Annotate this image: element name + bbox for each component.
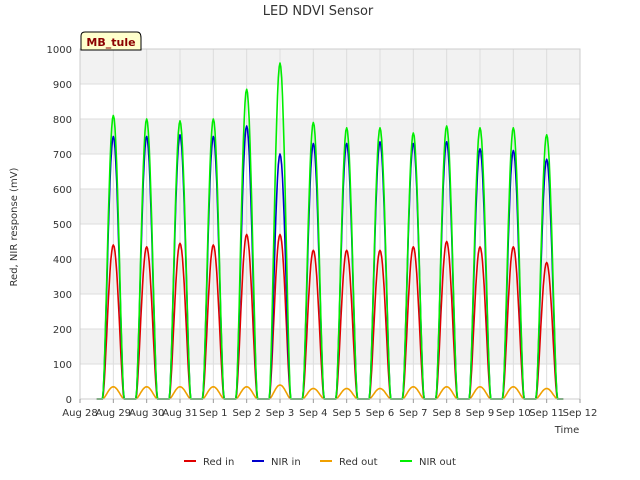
y-tick-label: 900 <box>53 80 72 91</box>
y-tick-label: 500 <box>53 220 72 231</box>
legend: Red in NIR in Red out NIR out <box>184 457 456 468</box>
y-tick-label: 700 <box>53 150 72 161</box>
x-tick-label: Sep 4 <box>299 408 327 419</box>
legend-label: NIR in <box>271 457 301 468</box>
background-band <box>80 119 580 154</box>
chart-title: LED NDVI Sensor <box>263 4 374 19</box>
background-band <box>80 259 580 294</box>
legend-label: NIR out <box>419 457 456 468</box>
x-tick-label: Aug 31 <box>162 408 197 419</box>
y-axis-ticks: 0 100 200 300 400 500 600 700 800 900 1000 <box>47 45 72 406</box>
legend-label: Red out <box>339 457 378 468</box>
x-tick-label: Aug 28 <box>62 408 97 419</box>
y-tick-label: 200 <box>53 325 72 336</box>
x-tick-label: Sep 12 <box>563 408 598 419</box>
site-badge-label: MB_tule <box>86 36 135 49</box>
x-tick-label: Aug 29 <box>96 408 131 419</box>
background-band <box>80 329 580 364</box>
x-tick-label: Sep 3 <box>266 408 294 419</box>
site-badge-box <box>80 31 142 51</box>
x-axis-label: Time <box>554 425 579 436</box>
x-tick-label: Sep 2 <box>232 408 260 419</box>
legend-label: Red in <box>203 457 234 468</box>
x-tick-label: Sep 10 <box>496 408 531 419</box>
x-tick-label: Sep 11 <box>529 408 564 419</box>
y-tick-label: 800 <box>53 115 72 126</box>
x-tick-label: Sep 1 <box>199 408 227 419</box>
y-tick-label: 400 <box>53 255 72 266</box>
y-axis-label: Red, NIR response (mV) <box>9 167 20 286</box>
y-tick-label: 0 <box>66 395 72 406</box>
series-line-red-out <box>96 384 564 400</box>
background-band <box>80 189 580 224</box>
background-band <box>80 49 580 84</box>
x-tick-label: Sep 5 <box>332 408 360 419</box>
x-tick-label: Sep 7 <box>399 408 427 419</box>
grid-lines <box>79 48 581 400</box>
x-tick-label: Aug 30 <box>129 408 164 419</box>
site-badge: MB_tule <box>80 31 142 51</box>
x-tick-label: Sep 8 <box>432 408 460 419</box>
plot-frame <box>79 48 581 400</box>
x-tick-label: Sep 6 <box>366 408 394 419</box>
y-tick-label: 1000 <box>47 45 72 56</box>
background-bands <box>80 49 580 364</box>
y-tick-label: 100 <box>53 360 72 371</box>
y-tick-label: 300 <box>53 290 72 301</box>
x-tick-label: Sep 9 <box>466 408 494 419</box>
y-tick-label: 600 <box>53 185 72 196</box>
